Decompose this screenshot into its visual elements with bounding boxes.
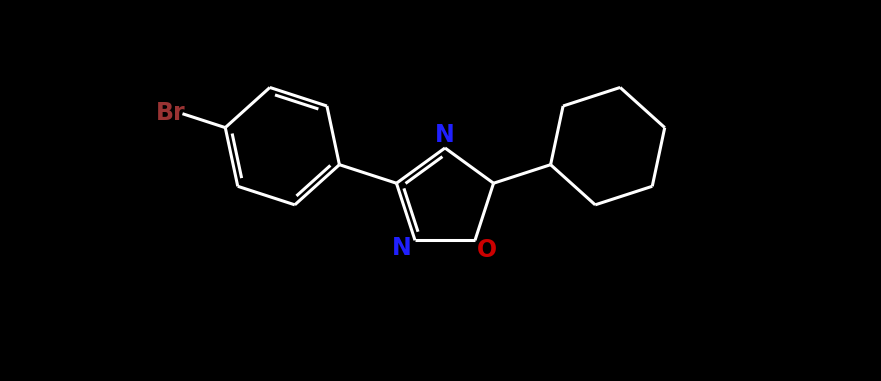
- Text: N: N: [435, 123, 455, 147]
- Text: Br: Br: [156, 101, 186, 125]
- Text: N: N: [392, 236, 412, 260]
- Text: O: O: [477, 238, 497, 262]
